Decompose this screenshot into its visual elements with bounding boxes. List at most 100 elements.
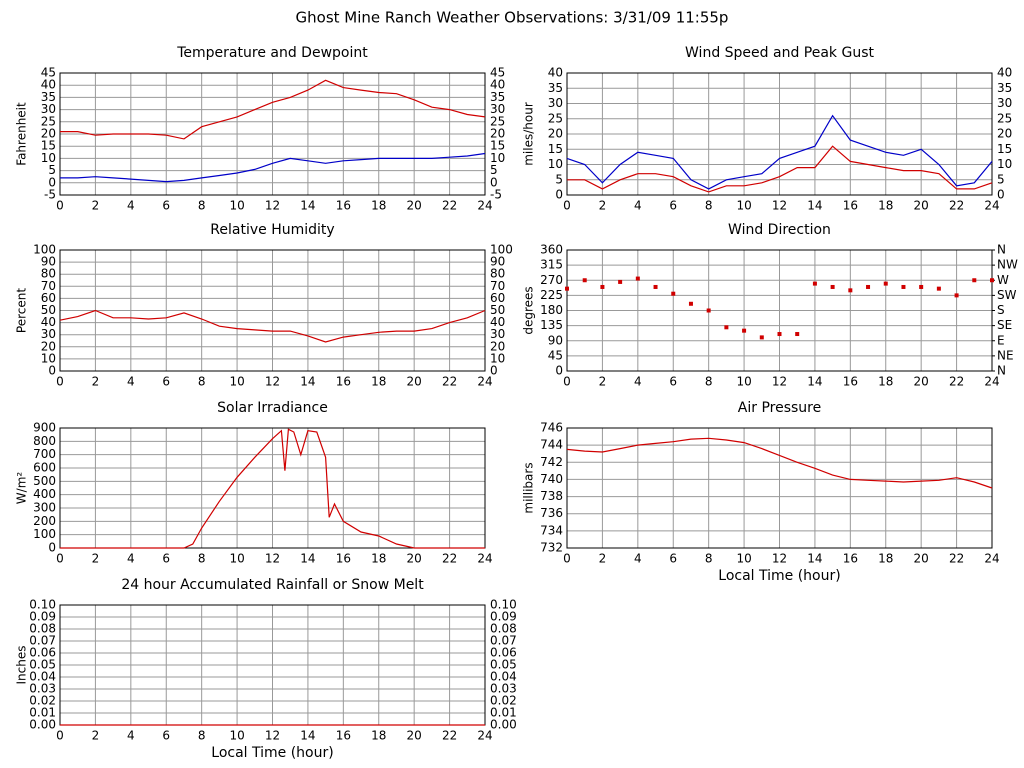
chart-title: 24 hour Accumulated Rainfall or Snow Mel… bbox=[121, 577, 424, 593]
x-tick-label: 4 bbox=[127, 199, 135, 213]
point bbox=[901, 284, 906, 289]
y2-tick-label: 20 bbox=[490, 127, 505, 141]
y2-tick-label: 100 bbox=[490, 243, 513, 257]
y-axis-label: Percent bbox=[15, 288, 29, 333]
y2-tick-label: 0.10 bbox=[490, 598, 517, 612]
y-tick-label: 100 bbox=[33, 243, 56, 257]
x-tick-label: 20 bbox=[914, 199, 929, 213]
x-tick-label: 24 bbox=[984, 199, 999, 213]
x-tick-label: 12 bbox=[265, 199, 280, 213]
y-tick-label: 20 bbox=[548, 127, 563, 141]
y-axis-label: W/m² bbox=[15, 472, 29, 505]
x-tick-label: 0 bbox=[56, 375, 64, 389]
y2-tick-label: 35 bbox=[997, 81, 1012, 95]
point bbox=[706, 308, 711, 313]
point bbox=[972, 278, 977, 283]
x-tick-label: 14 bbox=[300, 375, 315, 389]
y-tick-label: 738 bbox=[540, 489, 563, 503]
x-tick-label: 20 bbox=[914, 375, 929, 389]
x-tick-label: 18 bbox=[371, 552, 386, 566]
x-tick-label: 16 bbox=[843, 552, 858, 566]
y2-tick-label: 20 bbox=[997, 127, 1012, 141]
line bbox=[60, 428, 485, 549]
x-tick-label: 2 bbox=[92, 729, 100, 743]
y-tick-label: -5 bbox=[44, 188, 56, 202]
y2-tick-label: 0 bbox=[490, 364, 498, 378]
x-tick-label: 22 bbox=[442, 375, 457, 389]
line bbox=[566, 114, 993, 190]
x-tick-label: 24 bbox=[477, 552, 492, 566]
y-tick-label: 736 bbox=[540, 506, 563, 520]
x-tick-label: 20 bbox=[407, 729, 422, 743]
x-tick-label: 22 bbox=[442, 199, 457, 213]
x-tick-label: 18 bbox=[371, 729, 386, 743]
x-tick-label: 22 bbox=[949, 552, 964, 566]
chart-title: Relative Humidity bbox=[210, 222, 334, 238]
line bbox=[59, 309, 486, 343]
line bbox=[60, 152, 486, 183]
y2-tick-label: 20 bbox=[490, 339, 505, 353]
y2-tick-label: 0.04 bbox=[490, 670, 517, 684]
x-tick-label: 16 bbox=[843, 199, 858, 213]
x-tick-label: 10 bbox=[229, 199, 244, 213]
y2-tick-label: 60 bbox=[490, 291, 505, 305]
x-tick-label: 18 bbox=[878, 199, 893, 213]
y2-tick-label: 80 bbox=[490, 267, 505, 281]
y-tick-label: 180 bbox=[540, 303, 563, 317]
line bbox=[60, 79, 486, 140]
y-tick-label: 30 bbox=[41, 327, 56, 341]
y-tick-label: 70 bbox=[41, 279, 56, 293]
x-tick-label: 0 bbox=[563, 375, 571, 389]
point bbox=[600, 284, 605, 289]
y-tick-label: 5 bbox=[48, 163, 56, 177]
y-tick-label: 50 bbox=[41, 303, 56, 317]
x-tick-label: 12 bbox=[265, 375, 280, 389]
x-tick-label: 6 bbox=[669, 552, 677, 566]
x-tick-label: 12 bbox=[772, 552, 787, 566]
x-tick-label: 0 bbox=[56, 729, 64, 743]
y-tick-label: 35 bbox=[41, 90, 56, 104]
y-tick-label: 200 bbox=[33, 514, 56, 528]
y2-tick-label: 0.02 bbox=[490, 694, 517, 708]
y-tick-label: 25 bbox=[548, 111, 563, 125]
y2-tick-label: 0.01 bbox=[490, 706, 517, 720]
y2-tick-label: 5 bbox=[997, 172, 1005, 186]
y-tick-label: 900 bbox=[33, 421, 56, 435]
line bbox=[566, 437, 993, 489]
x-tick-label: 10 bbox=[229, 729, 244, 743]
y-tick-label: 0.07 bbox=[29, 634, 56, 648]
x-tick-label: 10 bbox=[736, 199, 751, 213]
y-tick-label: 0.02 bbox=[29, 694, 56, 708]
point bbox=[635, 276, 640, 281]
y-tick-label: 600 bbox=[33, 461, 56, 475]
y2-tick-label: 0 bbox=[997, 188, 1005, 202]
chart-title: Air Pressure bbox=[738, 400, 821, 416]
y2-tick-label: 40 bbox=[997, 66, 1012, 80]
x-tick-label: 2 bbox=[92, 375, 100, 389]
x-tick-label: 2 bbox=[599, 552, 607, 566]
x-tick-label: 8 bbox=[198, 729, 206, 743]
x-tick-label: 20 bbox=[407, 552, 422, 566]
y-tick-label: 0.08 bbox=[29, 622, 56, 636]
chart-title: Wind Speed and Peak Gust bbox=[685, 45, 874, 61]
y2-tick-label: E bbox=[997, 333, 1005, 347]
chart-title: Wind Direction bbox=[728, 222, 831, 238]
y-tick-label: 800 bbox=[33, 434, 56, 448]
y-tick-label: 10 bbox=[41, 151, 56, 165]
y2-tick-label: 15 bbox=[997, 142, 1012, 156]
x-tick-label: 20 bbox=[914, 552, 929, 566]
y-tick-label: 5 bbox=[555, 172, 563, 186]
y-tick-label: 0.01 bbox=[29, 706, 56, 720]
y-tick-label: 10 bbox=[41, 351, 56, 365]
y2-tick-label: N bbox=[997, 364, 1006, 378]
y2-tick-label: 0.05 bbox=[490, 658, 517, 672]
x-tick-label: 10 bbox=[736, 375, 751, 389]
y-tick-label: 315 bbox=[540, 258, 563, 272]
y-tick-label: 135 bbox=[540, 318, 563, 332]
point bbox=[936, 286, 941, 291]
y2-tick-label: 0.09 bbox=[490, 610, 517, 624]
x-tick-label: 14 bbox=[807, 199, 822, 213]
point bbox=[671, 291, 676, 296]
x-tick-label: 8 bbox=[705, 199, 713, 213]
plot-border bbox=[566, 249, 993, 372]
